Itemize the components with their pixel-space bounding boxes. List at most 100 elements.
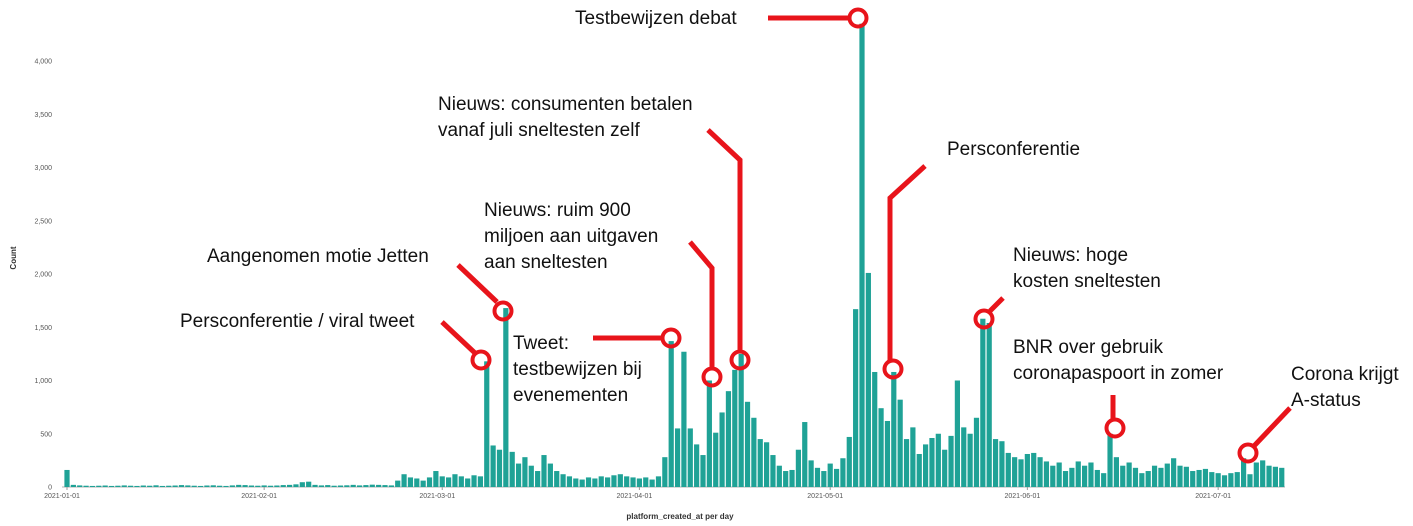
x-tick-label: 2021-07-01 bbox=[1195, 493, 1231, 500]
bar bbox=[1050, 465, 1056, 487]
bar bbox=[1196, 469, 1202, 487]
annotation-text: BNR over gebruik bbox=[1013, 337, 1163, 358]
bar bbox=[490, 445, 496, 487]
bar bbox=[662, 457, 668, 487]
bar bbox=[1031, 452, 1037, 487]
bar bbox=[465, 478, 471, 487]
annotation-text: vanaf juli sneltesten zelf bbox=[438, 120, 640, 141]
bar bbox=[1101, 473, 1107, 487]
bar bbox=[802, 422, 808, 487]
annotation-circle bbox=[973, 308, 995, 330]
bar bbox=[859, 23, 865, 487]
bar bbox=[833, 468, 840, 487]
bar bbox=[617, 474, 623, 487]
bar bbox=[560, 474, 566, 487]
bar bbox=[757, 439, 763, 487]
bar bbox=[166, 485, 172, 487]
bar bbox=[484, 361, 490, 487]
bar bbox=[1139, 473, 1145, 487]
bar bbox=[751, 417, 757, 487]
bar bbox=[649, 479, 655, 487]
bar bbox=[1209, 472, 1215, 487]
bar bbox=[566, 476, 573, 487]
bar bbox=[579, 479, 585, 487]
bar bbox=[159, 485, 165, 487]
annotation-line bbox=[988, 296, 1005, 313]
bar bbox=[115, 485, 121, 487]
bar bbox=[420, 480, 426, 487]
bar bbox=[325, 485, 331, 487]
y-tick-label: 1,500 bbox=[34, 325, 52, 332]
bar bbox=[350, 484, 356, 487]
annotation-circle bbox=[470, 349, 492, 371]
y-tick-label: 500 bbox=[40, 431, 52, 438]
bar bbox=[1247, 474, 1253, 487]
bar bbox=[1037, 457, 1043, 487]
bar bbox=[267, 485, 274, 487]
bar bbox=[1012, 457, 1018, 487]
annotation-circle bbox=[1104, 417, 1126, 439]
bar bbox=[96, 485, 102, 487]
bar bbox=[248, 485, 255, 487]
bar bbox=[694, 444, 700, 487]
bar bbox=[643, 477, 649, 487]
bar bbox=[1107, 433, 1113, 487]
bar bbox=[541, 455, 547, 487]
annotation-text: miljoen aan uitgaven bbox=[484, 226, 658, 247]
x-tick-label: 2021-05-01 bbox=[807, 493, 843, 500]
bar bbox=[522, 457, 528, 487]
bar bbox=[1190, 471, 1196, 487]
annotation-text: coronapaspoort in zomer bbox=[1013, 363, 1224, 384]
bar bbox=[1241, 458, 1247, 487]
bar bbox=[948, 435, 954, 487]
bar bbox=[764, 442, 770, 487]
bar bbox=[306, 481, 312, 487]
bar bbox=[204, 485, 210, 487]
x-tick-label: 2021-03-01 bbox=[419, 493, 455, 500]
bar bbox=[210, 485, 216, 487]
bar bbox=[369, 484, 375, 487]
bar bbox=[414, 478, 420, 487]
bar bbox=[407, 477, 414, 487]
bar bbox=[1171, 458, 1177, 487]
bar bbox=[1043, 461, 1050, 487]
bar bbox=[147, 485, 153, 487]
bar bbox=[217, 485, 223, 487]
bar bbox=[592, 478, 598, 487]
bar bbox=[503, 308, 509, 487]
bar bbox=[471, 475, 477, 487]
bar bbox=[655, 476, 662, 487]
y-tick-label: 2,000 bbox=[34, 272, 52, 279]
bar bbox=[821, 471, 827, 487]
bar bbox=[910, 427, 916, 487]
bar bbox=[70, 484, 76, 487]
annotation-text: Tweet: bbox=[513, 333, 569, 354]
bar bbox=[242, 485, 248, 487]
annotation-text: Corona krijgt bbox=[1291, 364, 1399, 385]
annotation-circle bbox=[729, 349, 751, 371]
bar bbox=[1005, 452, 1011, 487]
bar bbox=[178, 485, 185, 487]
y-axis-title: Count bbox=[9, 246, 18, 269]
bar bbox=[446, 477, 452, 487]
bar bbox=[1279, 467, 1285, 487]
bar bbox=[935, 433, 941, 487]
bar bbox=[134, 485, 140, 487]
bar bbox=[1145, 471, 1151, 487]
annotation-text: Nieuws: consumenten betalen bbox=[438, 94, 693, 115]
bar bbox=[923, 444, 929, 487]
bar bbox=[706, 380, 712, 487]
bar bbox=[1202, 468, 1209, 487]
bar bbox=[64, 469, 70, 487]
bar bbox=[973, 417, 980, 487]
bar bbox=[547, 463, 553, 487]
bar bbox=[897, 399, 903, 487]
bar bbox=[853, 309, 859, 487]
bar bbox=[605, 477, 611, 487]
bar bbox=[725, 391, 732, 487]
bar bbox=[840, 458, 846, 487]
bar bbox=[261, 485, 267, 487]
y-tick-label: 4,000 bbox=[34, 59, 52, 66]
annotation-circle bbox=[1237, 442, 1259, 464]
